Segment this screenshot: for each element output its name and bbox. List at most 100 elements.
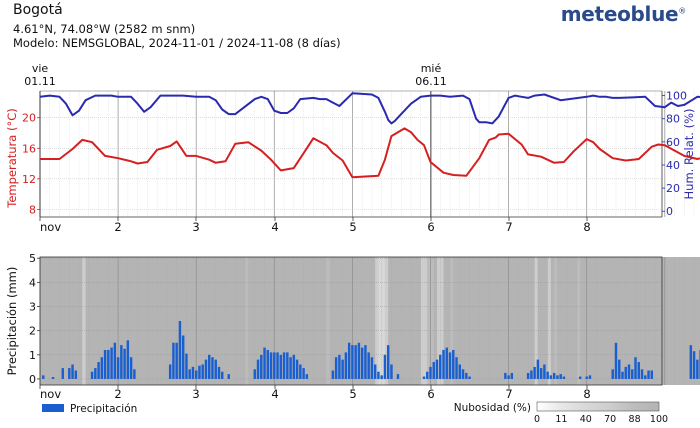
precipitation-bar — [552, 372, 556, 379]
precipitation-bar — [194, 370, 198, 379]
precipitation-bar — [42, 375, 45, 379]
precipitation-bar — [618, 359, 621, 379]
precipitation-bar — [396, 374, 400, 379]
precipitation-bar — [97, 362, 100, 379]
precipitation-bar — [126, 340, 130, 379]
top-x-tick-label: 4 — [271, 220, 278, 234]
bottom-x-tick-label: 5 — [349, 387, 356, 401]
precipitation-bar — [458, 364, 462, 379]
precipitation-bar — [214, 359, 217, 379]
cloud-scale-tick-label: 88 — [629, 414, 641, 425]
temperature-axis-title: Temperatura (°C) — [5, 108, 19, 208]
precipitation-bar — [295, 359, 299, 379]
precipitation-bar — [468, 376, 471, 379]
cloud-scale-title: Nubosidad (%) — [454, 402, 531, 414]
precipitation-bar — [188, 369, 191, 379]
precipitation-bar — [133, 369, 136, 379]
top-x-tick-label: 8 — [583, 220, 590, 234]
brand-logo[interactable]: meteoblue® — [561, 2, 687, 26]
precipitation-bar — [435, 359, 439, 379]
precipitation-bar — [116, 357, 120, 379]
precipitation-bar — [74, 370, 78, 379]
precipitation-bar — [172, 342, 175, 379]
precipitation-bar — [103, 349, 107, 379]
precipitation-bar — [263, 347, 266, 379]
precipitation-bar — [266, 349, 270, 379]
humidity-tick-label: 20 — [666, 182, 680, 195]
cloud-cover-band — [40, 257, 700, 385]
bottom-x-tick-label: nov — [40, 387, 61, 401]
top-x-tick-label: 2 — [114, 220, 121, 234]
precipitation-bar — [640, 369, 644, 379]
bottom-x-tick-label: 7 — [505, 387, 512, 401]
precipitation-bar — [110, 347, 113, 379]
cloud-cover-band — [384, 257, 389, 385]
precipitation-tick-label: 2 — [29, 325, 36, 338]
precipitation-tick-label: 1 — [29, 349, 36, 362]
precipitation-bar — [260, 354, 263, 379]
precipitation-bar — [129, 357, 133, 379]
precipitation-bar — [530, 370, 533, 379]
precipitation-bar — [217, 366, 221, 379]
precipitation-bar — [256, 359, 260, 379]
precipitation-bar — [377, 371, 380, 379]
temperature-tick-label: 16 — [22, 142, 36, 155]
precipitation-bar — [61, 368, 64, 379]
precipitation-bar — [461, 369, 465, 379]
precipitation-bar — [465, 372, 468, 379]
humidity-tick-label: 80 — [666, 113, 680, 126]
precipitation-bar — [692, 351, 696, 379]
precipitation-cloud-chart: 0 1 2 3 4 5 Precipitación (mm) nov 2 3 4 5 6 7 8 — [5, 252, 700, 401]
precipitation-bar — [90, 371, 94, 379]
humidity-tick-label: 60 — [666, 136, 680, 149]
day-marker-weekday: vie — [32, 62, 49, 75]
precipitation-bar — [201, 364, 204, 379]
precipitation-bar — [276, 352, 279, 379]
precipitation-bar — [455, 357, 458, 379]
precipitation-bar — [299, 364, 302, 379]
bottom-x-tick-label: 2 — [114, 387, 121, 401]
precipitation-bar — [647, 370, 650, 379]
precipitation-bar — [588, 375, 592, 379]
cloud-cover-band — [375, 257, 379, 385]
precipitation-bar — [390, 364, 393, 379]
precipitation-bar — [439, 354, 442, 379]
precipitation-bar — [168, 364, 172, 379]
cloud-scale-bar — [536, 401, 660, 412]
temperature-tick-label: 20 — [22, 112, 36, 125]
temperature-tick-label: 8 — [29, 203, 36, 216]
day-marker-date: 06.11 — [415, 75, 447, 88]
top-plot-area — [40, 91, 662, 217]
precipitation-bar — [120, 345, 123, 379]
precipitation-bar — [305, 374, 309, 379]
precipitation-bar — [221, 371, 224, 379]
precipitation-bar — [269, 352, 273, 379]
temperature-line — [40, 127, 700, 179]
cloud-scale-tick-label: 40 — [580, 414, 592, 425]
cloud-cover-band — [420, 257, 428, 385]
precipitation-bar — [273, 352, 276, 379]
precipitation-bar — [191, 366, 195, 379]
precipitation-bar — [546, 371, 549, 379]
precipitation-bar — [614, 342, 618, 379]
precipitation-bar — [279, 354, 283, 379]
top-x-tick-label: 7 — [505, 220, 512, 234]
precipitation-bar — [357, 342, 361, 379]
precipitation-bar — [452, 349, 455, 379]
cloud-cover-band — [547, 257, 551, 385]
precipitation-bar — [689, 345, 693, 379]
precipitation-bar — [68, 368, 71, 379]
precipitation-bar — [338, 354, 341, 379]
humidity-tick-label: 0 — [666, 205, 673, 218]
top-x-tick-label: nov — [40, 220, 61, 234]
humidity-line — [39, 92, 700, 125]
precipitation-bar — [208, 354, 211, 379]
precipitation-bar — [175, 342, 178, 379]
precipitation-bar — [426, 371, 429, 379]
precipitation-tick-label: 4 — [29, 276, 36, 289]
precipitation-bar — [637, 362, 640, 379]
cloud-cover-band — [326, 257, 330, 385]
day-marker-date: 01.11 — [24, 75, 56, 88]
